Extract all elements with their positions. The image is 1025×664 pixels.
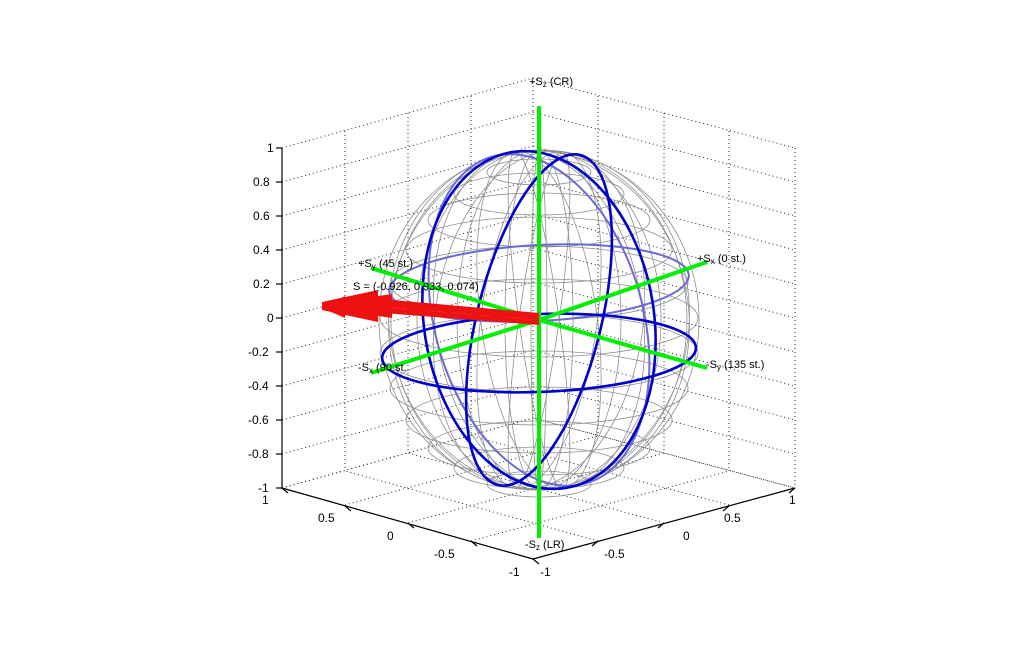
axis-label-neg-sy-suffix: (135 st.) xyxy=(721,359,765,371)
z-tick-label: -1 xyxy=(258,481,269,495)
x-tick-label: 0.5 xyxy=(318,511,335,525)
z-tick-label: -0.4 xyxy=(248,379,269,393)
z-tick-label: -0.6 xyxy=(248,413,269,427)
axis-vector-neg-sy xyxy=(538,318,708,370)
x-tick-label: 1 xyxy=(262,493,269,507)
axis-label-pos-sy: +Sy (45 st.) xyxy=(358,258,413,271)
axis-label-neg-sx-suffix: (90 st. xyxy=(373,362,407,374)
axis-vector-neg-sx xyxy=(370,318,540,375)
axis-label-pos-sx-sub: x xyxy=(710,257,715,266)
axis-label-neg-sz: -Sz (LR) xyxy=(525,539,564,552)
axis-label-pos-sz: +Sz (CR) xyxy=(529,76,573,89)
x-tick-label: -0.5 xyxy=(434,547,455,561)
axis-label-neg-sx: -Sx (90 st. xyxy=(358,362,407,375)
axis-label-pos-sx-suffix: (0 st.) xyxy=(714,253,746,265)
z-tick-label: 0.4 xyxy=(253,243,270,257)
z-axis-ticks xyxy=(276,147,282,489)
axis-label-neg-sz-sub: z xyxy=(536,543,540,552)
z-tick-label: 1 xyxy=(267,141,274,155)
stokes-vector-label: S = (-0.926, 0.933, 0.074) xyxy=(353,281,479,293)
axis-label-neg-sz-suffix: (LR) xyxy=(540,539,565,551)
bottom-axis-ticks xyxy=(281,487,796,565)
axis-label-pos-sy-sub: y xyxy=(371,262,376,271)
z-tick-label: 0.8 xyxy=(253,175,270,189)
x-tick-label: 0 xyxy=(387,529,394,543)
z-tick-label: 0.2 xyxy=(253,277,270,291)
axis-label-pos-sz-suffix: (CR) xyxy=(546,76,574,88)
axis-vectors-green xyxy=(370,106,708,538)
y-tick-label: -0.5 xyxy=(604,547,625,561)
axis-label-pos-sz-prefix: +S xyxy=(529,76,543,88)
axis-vector-pos-sx xyxy=(538,260,708,322)
z-tick-label: 0 xyxy=(267,311,274,325)
axis-label-neg-sy: -Sy (135 st.) xyxy=(706,359,764,372)
stokes-vector xyxy=(322,290,539,325)
z-tick-label: -0.2 xyxy=(248,345,269,359)
axis-label-pos-sz-sub: z xyxy=(542,80,547,89)
axis-label-pos-sy-prefix: +S xyxy=(358,258,372,270)
y-tick-label: 0 xyxy=(683,529,690,543)
y-tick-label: 0.5 xyxy=(724,511,741,525)
x-tick-label: -1 xyxy=(509,565,520,579)
axis-label-pos-sx-prefix: +S xyxy=(697,253,711,265)
z-tick-label: 0.6 xyxy=(253,209,270,223)
axis-label-pos-sy-suffix: (45 st.) xyxy=(375,258,414,270)
axis-label-pos-sx: +Sx (0 st.) xyxy=(697,253,746,266)
axis-label-neg-sy-prefix: -S xyxy=(706,359,717,371)
axis-label-neg-sz-prefix: -S xyxy=(525,539,536,551)
axis-label-neg-sx-prefix: -S xyxy=(358,362,369,374)
y-tick-label: -1 xyxy=(540,565,551,579)
axis-label-neg-sx-sub: x xyxy=(369,366,373,375)
y-tick-label: 1 xyxy=(789,493,796,507)
z-tick-label: -0.8 xyxy=(248,447,269,461)
axis-label-neg-sy-sub: y xyxy=(717,363,721,372)
